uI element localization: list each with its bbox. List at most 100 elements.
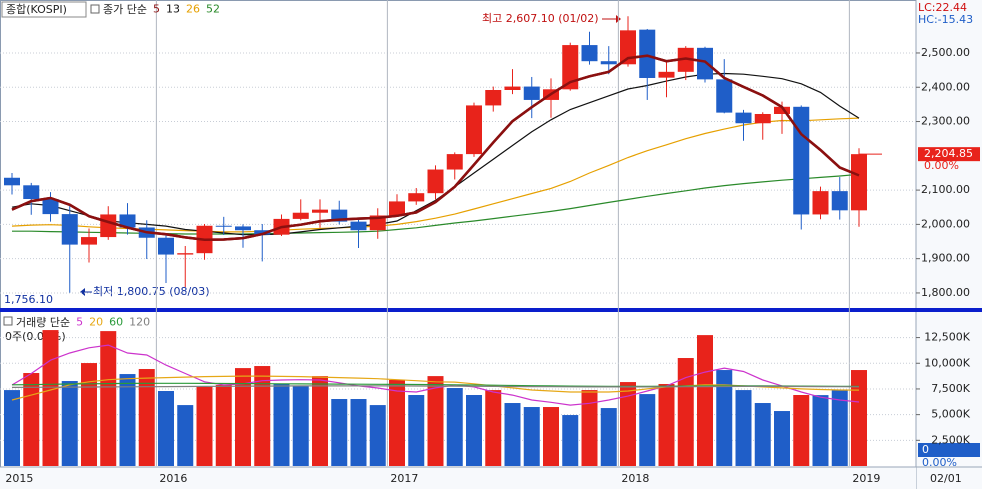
candle-body — [658, 71, 675, 78]
volume-current-label: 0 — [922, 443, 929, 456]
volume-bar — [42, 330, 59, 466]
volume-bar — [754, 403, 771, 466]
y-tick-label: 2,500.00 — [921, 46, 970, 59]
volume-bar — [158, 391, 174, 466]
candle-body — [427, 169, 444, 194]
x-tick-label: 2016 — [159, 472, 187, 485]
volume-bar — [504, 403, 521, 466]
volume-bar — [716, 370, 733, 466]
volume-bar — [273, 384, 290, 466]
y-tick-label: 1,800.00 — [921, 286, 970, 299]
x-tick-label: 2017 — [390, 472, 418, 485]
candle-body — [562, 45, 579, 90]
volume-bar — [119, 374, 136, 466]
volume-bar — [350, 399, 367, 466]
candle-body — [215, 225, 232, 227]
y-tick-label: 12,500K — [924, 331, 970, 344]
y-tick-label: 7,500K — [931, 382, 970, 395]
ma-line — [11, 344, 860, 406]
candle-body — [177, 253, 194, 255]
volume-bar — [523, 407, 540, 466]
volume-bar — [485, 390, 502, 466]
candle-body — [485, 89, 502, 106]
volume-bar — [831, 390, 848, 466]
candle-body — [774, 106, 790, 114]
legend-entry: 120 — [129, 316, 150, 329]
axis-min-label: 1,756.10 — [4, 293, 53, 306]
volume-bar — [581, 390, 598, 466]
y-tick-label: 10,000K — [924, 356, 970, 369]
x-end-label: 02/01 — [930, 472, 962, 485]
volume-bar — [215, 385, 232, 466]
candle-body — [735, 112, 752, 124]
candle-body — [235, 226, 251, 231]
candle-body — [61, 214, 78, 245]
volume-bar — [543, 407, 559, 466]
volume-bar — [408, 395, 425, 466]
title-box — [1, 1, 87, 18]
low-arrow-head — [80, 288, 85, 296]
legend-entry: 5 — [153, 3, 160, 16]
y-tick-label: 1,900.00 — [921, 252, 970, 265]
candle-body — [466, 105, 482, 155]
volume-bar — [235, 368, 251, 466]
candle-body — [100, 214, 117, 238]
y-tick-label: 2,300.00 — [921, 115, 970, 128]
panel-separator — [0, 308, 982, 312]
volume-bar — [851, 370, 867, 466]
candle-body — [4, 177, 20, 186]
ma-line — [11, 385, 860, 388]
x-axis-area — [0, 467, 916, 489]
candle-body — [504, 86, 521, 90]
candle-body — [793, 106, 810, 215]
legend-entry: 20 — [89, 316, 103, 329]
candle-body — [581, 45, 598, 62]
y-tick-label: 5,000K — [931, 408, 970, 421]
volume-bar — [446, 388, 463, 466]
candle-body — [639, 29, 656, 78]
y-tick-label: 2,100.00 — [921, 183, 970, 196]
candle-body — [851, 154, 867, 211]
candle-body — [620, 30, 636, 65]
volume-bar — [369, 405, 386, 466]
volume-bar — [812, 395, 829, 466]
volume-current-box — [918, 443, 980, 457]
y-tick-label: 2,000.00 — [921, 217, 970, 230]
candle-body — [254, 230, 271, 235]
legend-entry: 26 — [186, 3, 200, 16]
volume-bar — [774, 411, 790, 466]
legend-label: 거래량 단순 — [16, 316, 70, 329]
volume-bar — [331, 399, 348, 466]
legend-icon — [90, 4, 100, 14]
volume-bar — [697, 335, 713, 466]
volume-bar — [312, 376, 328, 466]
volume-bar — [100, 331, 117, 466]
candle-body — [42, 199, 59, 215]
volume-bar — [61, 381, 78, 466]
candle-body — [81, 237, 97, 245]
x-tick-label: 2018 — [621, 472, 649, 485]
candle-body — [23, 185, 40, 200]
candle-body — [408, 193, 425, 202]
high-annotation: 최고 2,607.10 (01/02) — [482, 12, 599, 25]
candle-body — [600, 61, 617, 65]
candle-body — [446, 154, 463, 170]
volume-bar — [196, 386, 213, 466]
volume-bar — [639, 394, 656, 466]
volume-bar — [793, 395, 810, 466]
candle-body — [831, 191, 848, 211]
legend-entry: 13 — [166, 3, 180, 16]
legend-label: 종가 단순 — [103, 3, 147, 16]
volume-bar — [254, 366, 271, 466]
legend-entry: 60 — [109, 316, 123, 329]
candle-body — [389, 201, 405, 216]
volume-bar — [677, 358, 694, 466]
candle-body — [350, 221, 367, 231]
candle-body — [158, 237, 174, 255]
volume-bar — [138, 369, 155, 466]
volume-bar — [81, 363, 97, 466]
candle-body — [312, 209, 328, 213]
candle-body — [754, 113, 771, 124]
ma-line — [11, 375, 860, 401]
